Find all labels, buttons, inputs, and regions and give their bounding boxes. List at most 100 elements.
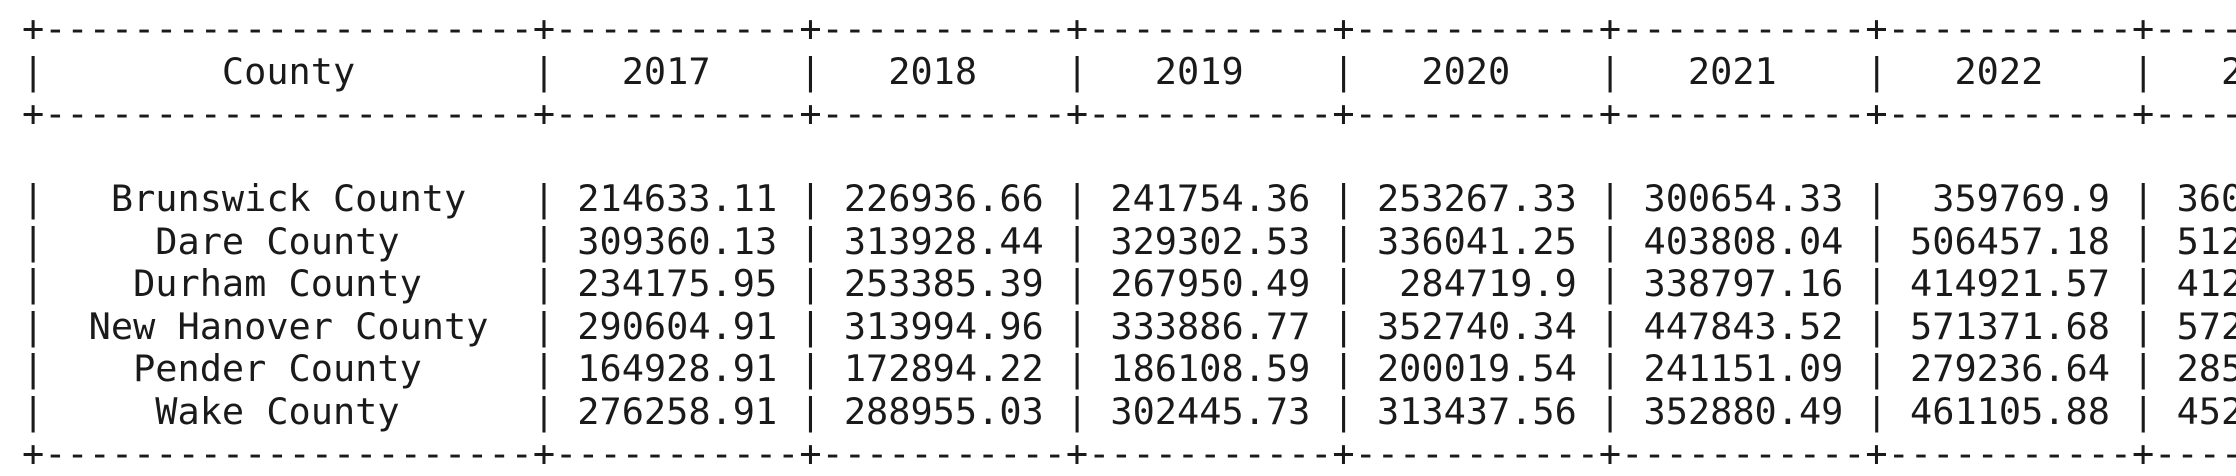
table-cell: 333886.77	[1110, 304, 1311, 348]
table-cell: 338797.16	[1643, 262, 1844, 305]
column-separator: |	[1065, 304, 1089, 348]
table-cell: 253385.39	[843, 262, 1044, 305]
table-cell: 313994.96	[843, 304, 1044, 348]
table-cell: 329302.53	[1110, 219, 1311, 263]
header-cell: 2019	[1110, 49, 1311, 93]
table-cell: 241754.36	[1110, 177, 1311, 220]
table-cell: 447843.52	[1643, 304, 1844, 348]
table-row: | Durham County | 234175.95 | 253385.39 …	[22, 262, 2236, 306]
column-separator: |	[22, 262, 45, 305]
spacer-line	[22, 136, 2236, 179]
header-row: | County | 2017 | 2018 | 2019 | 2020 | 2…	[22, 49, 2236, 94]
table-cell: 300654.33	[1643, 177, 1844, 220]
table-cell: New Hanover County	[66, 304, 511, 348]
column-separator: |	[22, 49, 45, 93]
table-cell: Dare County	[66, 219, 511, 263]
column-separator: |	[1599, 304, 1622, 348]
table-cell: 359769.9	[1910, 177, 2110, 220]
table-cell: 571371.68	[1910, 304, 2110, 348]
column-separator: |	[1065, 49, 1089, 93]
table-cell: 288955.03	[843, 389, 1044, 433]
table-cell: 461105.88	[1910, 389, 2110, 433]
column-separator: |	[1065, 389, 1089, 433]
column-separator: |	[532, 262, 556, 305]
table-top-border: +----------------------+-----------+----…	[22, 7, 2236, 50]
column-separator: |	[1865, 304, 1888, 348]
column-separator: |	[1065, 262, 1089, 305]
header-cell: 2021	[1643, 49, 1844, 93]
column-separator: |	[799, 177, 822, 220]
table-cell: 403808.04	[1643, 219, 1844, 263]
column-separator: |	[532, 177, 556, 220]
column-separator: |	[1332, 177, 1355, 220]
column-separator: |	[799, 49, 822, 93]
column-separator: |	[2132, 262, 2155, 305]
header-cell: 2020	[1376, 49, 1577, 93]
column-separator: |	[799, 262, 822, 305]
table-cell: 253267.33	[1376, 177, 1577, 220]
table-row: | Pender County | 164928.91 | 172894.22 …	[22, 347, 2236, 391]
table-cell: 352740.34	[1376, 304, 1577, 348]
column-separator: |	[2132, 219, 2155, 263]
column-separator: |	[1865, 389, 1888, 433]
table-cell: 572994.31	[2176, 304, 2236, 348]
column-separator: |	[799, 219, 822, 263]
table-cell: 241151.09	[1643, 347, 1844, 390]
table-cell: 285323.29	[2176, 347, 2236, 390]
table-row: | Wake County | 276258.91 | 288955.03 | …	[22, 389, 2236, 434]
column-separator: |	[1599, 177, 1622, 220]
table-cell: 336041.25	[1376, 219, 1577, 263]
column-separator: |	[1865, 177, 1888, 220]
table-cell: 200019.54	[1376, 347, 1577, 390]
header-cell: 2017	[577, 49, 778, 93]
column-separator: |	[532, 389, 556, 433]
table-cell: 226936.66	[843, 177, 1044, 220]
table-bottom-border: +----------------------+-----------+----…	[22, 432, 2236, 475]
table-cell: 309360.13	[577, 219, 778, 263]
column-separator: |	[1065, 347, 1089, 390]
column-separator: |	[22, 304, 45, 348]
table-cell: 313437.56	[1376, 389, 1577, 433]
column-separator: |	[799, 347, 822, 390]
column-separator: |	[2132, 304, 2155, 348]
table-cell: Pender County	[66, 347, 511, 390]
column-separator: |	[1332, 304, 1355, 348]
table-row: | New Hanover County | 290604.91 | 31399…	[22, 304, 2236, 349]
column-separator: |	[22, 219, 45, 263]
header-cell: County	[66, 49, 511, 93]
table-cell: 172894.22	[843, 347, 1044, 390]
table-cell: 412934.41	[2176, 262, 2236, 305]
table-cell: 313928.44	[843, 219, 1044, 263]
table-cell: 290604.91	[577, 304, 778, 348]
column-separator: |	[1599, 219, 1622, 263]
table-cell: 214633.11	[577, 177, 778, 220]
column-separator: |	[532, 347, 556, 390]
column-separator: |	[799, 304, 822, 348]
header-separator: +----------------------+-----------+----…	[22, 92, 2236, 135]
table-cell: 279236.64	[1910, 347, 2110, 390]
column-separator: |	[1065, 219, 1089, 263]
column-separator: |	[1865, 49, 1888, 93]
column-separator: |	[1332, 389, 1355, 433]
header-cell: 2022	[1910, 49, 2110, 93]
column-separator: |	[1332, 347, 1355, 390]
table-cell: 267950.49	[1110, 262, 1311, 305]
table-row: | Dare County | 309360.13 | 313928.44 | …	[22, 219, 2236, 264]
column-separator: |	[2132, 177, 2155, 220]
header-cell: 2018	[843, 49, 1044, 93]
column-separator: |	[532, 49, 556, 93]
table-cell: 414921.57	[1910, 262, 2110, 305]
column-separator: |	[2132, 389, 2155, 433]
table-cell: 284719.9	[1376, 262, 1577, 305]
column-separator: |	[799, 389, 822, 433]
column-separator: |	[22, 177, 45, 220]
column-separator: |	[1332, 49, 1355, 93]
column-separator: |	[1332, 262, 1355, 305]
column-separator: |	[22, 389, 45, 433]
column-separator: |	[1865, 347, 1888, 390]
column-separator: |	[1599, 347, 1622, 390]
column-separator: |	[532, 304, 556, 348]
table-cell: 164928.91	[577, 347, 778, 390]
column-separator: |	[2132, 49, 2155, 93]
header-cell: 2023	[2220, 49, 2236, 93]
